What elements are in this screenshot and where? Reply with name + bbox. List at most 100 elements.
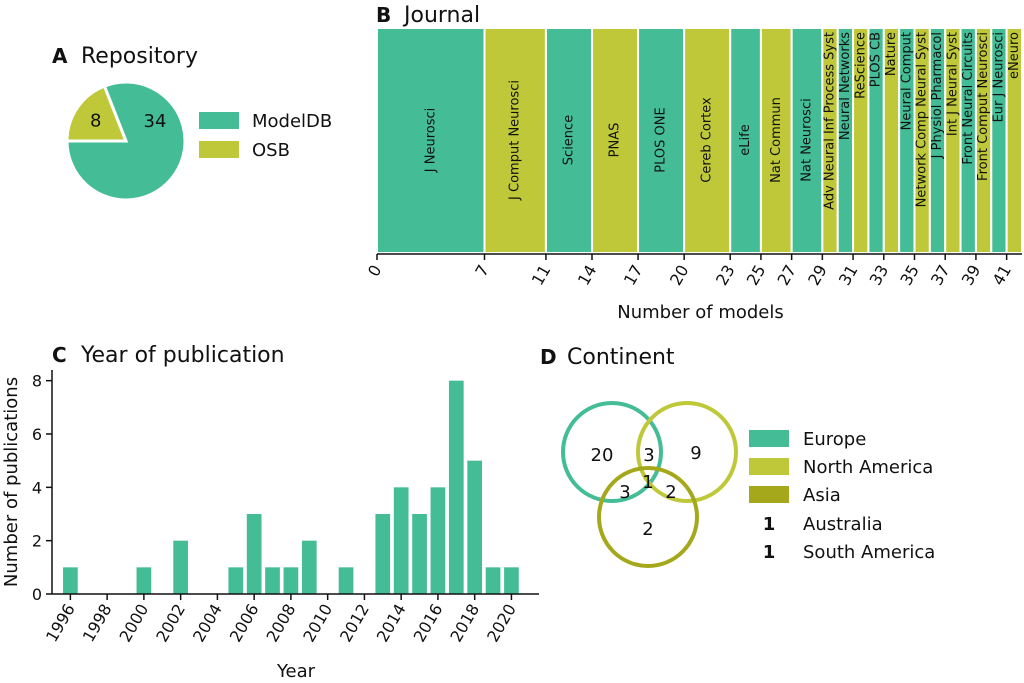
journal-label-9: Adv Neural Inf Process Syst	[823, 32, 838, 210]
year-xtick-label-2016: 2016	[410, 601, 447, 646]
legend-label-north-america: North America	[803, 457, 933, 478]
journal-bar-1	[483, 27, 547, 254]
journal-tick-label-27: 27	[773, 262, 800, 289]
year-xtick-label-2004: 2004	[189, 601, 226, 646]
repository-pie: 8 34	[65, 80, 187, 202]
year-xtick-label-2000: 2000	[116, 601, 153, 646]
journal-tick-label-29: 29	[804, 262, 831, 289]
year-xtick-label-2002: 2002	[152, 601, 189, 646]
venn-region-1: 9	[690, 443, 701, 464]
journal-tick-label-17: 17	[620, 262, 647, 289]
journal-tick-label-41: 41	[988, 262, 1015, 289]
journal-label-15: Network Comp Neural Syst	[915, 32, 930, 207]
year-x-label: Year	[276, 661, 316, 682]
journal-bar-0	[376, 27, 486, 254]
year-ytick-label-4: 4	[32, 478, 42, 497]
legend-swatch-north-america	[749, 458, 789, 475]
year-bar-2008	[283, 567, 299, 594]
journal-tick-label-23: 23	[712, 262, 739, 289]
journal-label-12: PLOS CB	[869, 32, 884, 87]
panel-b-letter: B	[376, 3, 391, 27]
venn-region-4: 3	[619, 482, 630, 503]
pie-slice-modeldb	[65, 80, 187, 202]
year-bar-1996	[63, 567, 78, 594]
journal-bar-7	[759, 27, 793, 254]
year-ytick-label-6: 6	[32, 425, 42, 444]
legend-swatch-modeldb	[199, 112, 239, 129]
panel-a: A Repository 8 34 ModelDB OSB	[52, 44, 332, 202]
journal-label-17: Int J Neural Syst	[945, 32, 960, 136]
journal-label-6: eLife	[738, 124, 753, 155]
journal-bar-5	[683, 27, 732, 254]
legend-swatch-osb	[199, 141, 239, 158]
journal-label-18: Front Neural Circuits	[961, 32, 976, 165]
panel-a-letter: A	[52, 44, 68, 68]
venn-region-6: 1	[642, 472, 653, 493]
year-bar-2000	[136, 567, 152, 594]
legend-swatch-europe	[749, 430, 789, 447]
year-bar-2018	[467, 460, 483, 594]
journal-bar-8	[790, 27, 824, 254]
journal-label-1: J Comput Neurosci	[508, 80, 523, 201]
panel-d-title: Continent	[567, 345, 675, 370]
journal-label-21: eNeuro	[1007, 32, 1022, 79]
year-bar-2013	[375, 514, 391, 594]
year-bar-2014	[393, 487, 409, 594]
journal-tick-label-35: 35	[896, 262, 923, 289]
venn-circle-europe	[561, 401, 663, 503]
journal-label-14: Neural Comput	[899, 32, 914, 130]
venn-region-0: 20	[591, 445, 614, 466]
year-bar-2017	[448, 380, 464, 594]
journal-label-2: Science	[561, 115, 576, 165]
journal-tick-label-33: 33	[866, 262, 893, 289]
legend-count-south-america: 1	[763, 542, 776, 563]
legend-label-asia: Asia	[803, 485, 841, 506]
year-xtick-label-2014: 2014	[373, 601, 410, 646]
year-xtick-label-1996: 1996	[42, 601, 79, 646]
year-xtick-label-2006: 2006	[226, 601, 263, 646]
journal-label-19: Front Comput Neurosci	[976, 32, 991, 181]
journal-label-3: PNAS	[608, 123, 623, 158]
journal-tick-label-39: 39	[958, 262, 985, 289]
pie-value-osb: 8	[90, 110, 101, 131]
panel-b-title: Journal	[402, 3, 480, 28]
journal-bar-21	[1005, 27, 1024, 254]
journal-tick-label-25: 25	[743, 262, 770, 289]
year-bar-2019	[485, 567, 501, 594]
pie-slice-osb	[65, 84, 129, 143]
year-bar-2016	[430, 487, 446, 594]
panel-b: B Journal J Neurosci J Comput Neurosci Sci…	[364, 3, 1024, 323]
legend-count-australia: 1	[763, 514, 776, 535]
year-ytick-label-0: 0	[32, 585, 42, 604]
journal-tick-label-7: 7	[471, 262, 493, 280]
year-xtick-label-2020: 2020	[483, 601, 520, 646]
year-xtick-label-2010: 2010	[299, 601, 336, 646]
journal-tick-label-20: 20	[666, 262, 693, 289]
journal-label-11: ReScience	[853, 32, 868, 99]
journal-bar-4	[637, 27, 686, 254]
legend-swatch-asia	[749, 486, 789, 503]
year-ytick-label-2: 2	[32, 532, 42, 551]
year-ytick-label-8: 8	[32, 372, 42, 391]
venn-circle-asia	[597, 466, 699, 568]
journal-bar-6	[729, 27, 762, 254]
year-xtick-label-1998: 1998	[79, 601, 116, 646]
legend-label-osb: OSB	[252, 140, 290, 161]
venn-region-2: 2	[642, 519, 653, 540]
year-bar-2005	[228, 567, 244, 594]
panel-a-title: Repository	[81, 44, 198, 69]
journal-label-16: J Physiol Pharmacol	[930, 32, 945, 159]
journal-tick-label-31: 31	[835, 262, 862, 289]
year-xtick-label-2012: 2012	[336, 601, 373, 646]
journal-label-5: Cereb Cortex	[700, 97, 715, 183]
journal-tick-label-0: 0	[364, 262, 386, 280]
journal-tick-label-37: 37	[927, 262, 954, 289]
year-bar-2002	[173, 540, 188, 594]
year-bar-2015	[412, 514, 427, 594]
continent-legend: Europe North America Asia 1 Australia 1 South …	[749, 429, 935, 563]
